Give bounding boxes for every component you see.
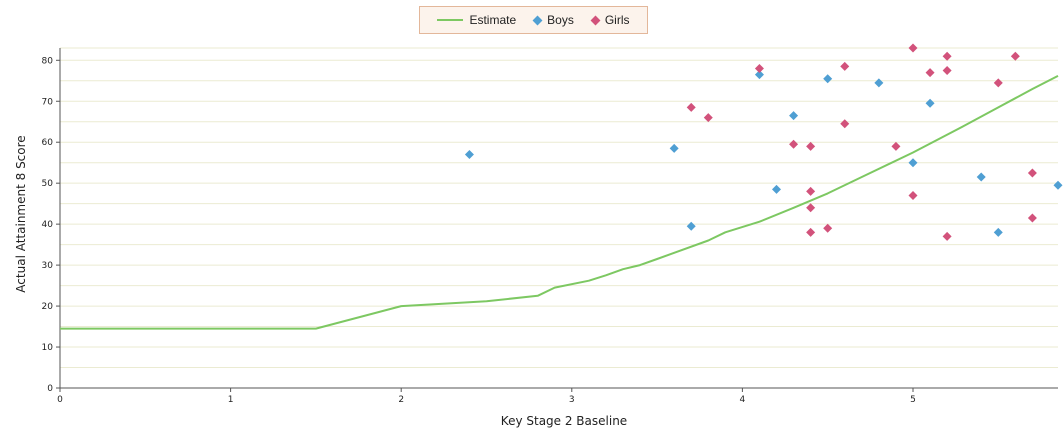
girls-point[interactable]: [806, 203, 816, 213]
y-tick-label: 60: [42, 138, 54, 148]
girls-point[interactable]: [1027, 213, 1037, 223]
boys-point[interactable]: [823, 74, 833, 84]
girls-point[interactable]: [993, 78, 1003, 88]
boys-point[interactable]: [669, 143, 679, 153]
legend-item-boys[interactable]: Boys: [532, 13, 574, 27]
boys-point[interactable]: [874, 78, 884, 88]
x-tick-label: 3: [569, 395, 575, 405]
girls-point[interactable]: [789, 139, 799, 149]
y-tick-label: 50: [42, 179, 54, 189]
girls-point[interactable]: [806, 227, 816, 237]
legend-item-girls[interactable]: Girls: [590, 13, 630, 27]
girls-point[interactable]: [925, 68, 935, 78]
girls-point[interactable]: [754, 63, 764, 73]
gridlines: [60, 47, 1058, 389]
girls-point[interactable]: [1027, 168, 1037, 178]
legend-label-estimate: Estimate: [469, 13, 517, 27]
y-tick-label: 30: [42, 261, 54, 271]
data-points: [464, 43, 1063, 241]
boys-point[interactable]: [925, 98, 935, 108]
girls-point[interactable]: [823, 223, 833, 233]
girls-point[interactable]: [703, 113, 713, 123]
legend: Estimate Boys Girls: [419, 6, 648, 34]
boys-point[interactable]: [772, 184, 782, 194]
girls-point[interactable]: [806, 186, 816, 196]
girls-point[interactable]: [840, 119, 850, 129]
y-tick-label: 20: [42, 302, 54, 312]
girls-point[interactable]: [942, 231, 952, 241]
x-axis-title: Key Stage 2 Baseline: [501, 414, 627, 428]
legend-item-estimate[interactable]: Estimate: [437, 13, 516, 27]
estimate-series: [60, 75, 1059, 330]
girls-point[interactable]: [942, 66, 952, 76]
girls-point[interactable]: [891, 141, 901, 151]
x-tick-label: 5: [910, 395, 916, 405]
y-tick-label: 80: [42, 56, 54, 66]
y-tick-label: 70: [42, 97, 54, 107]
boys-point[interactable]: [908, 158, 918, 168]
girls-point[interactable]: [840, 61, 850, 71]
boys-point[interactable]: [993, 227, 1003, 237]
legend-label-girls: Girls: [604, 13, 630, 27]
boys-point[interactable]: [754, 70, 764, 80]
girls-point[interactable]: [806, 141, 816, 151]
boys-point[interactable]: [686, 221, 696, 231]
axes: 0 10 20 30 40 50 60 70 80 0 1 2 3 4 5: [42, 48, 1058, 405]
girls-point[interactable]: [686, 102, 696, 112]
boys-point[interactable]: [976, 172, 986, 182]
x-tick-label: 1: [228, 395, 234, 405]
x-tick-label: 4: [740, 395, 746, 405]
girls-point[interactable]: [1010, 51, 1020, 61]
girls-point[interactable]: [942, 51, 952, 61]
boys-point[interactable]: [789, 111, 799, 121]
legend-label-boys: Boys: [547, 13, 574, 27]
boys-point[interactable]: [464, 150, 474, 160]
girls-point[interactable]: [908, 190, 918, 200]
y-tick-label: 40: [42, 220, 54, 230]
y-tick-label: 10: [42, 343, 54, 353]
estimate-line-icon: [437, 19, 464, 21]
estimate-line[interactable]: [60, 75, 1059, 330]
x-tick-label: 2: [398, 395, 404, 405]
x-tick-label: 0: [57, 395, 63, 405]
y-tick-label: 0: [47, 384, 53, 394]
y-axis-title: Actual Attainment 8 Score: [14, 135, 28, 292]
boys-point[interactable]: [1053, 180, 1063, 190]
girls-point[interactable]: [908, 43, 918, 53]
